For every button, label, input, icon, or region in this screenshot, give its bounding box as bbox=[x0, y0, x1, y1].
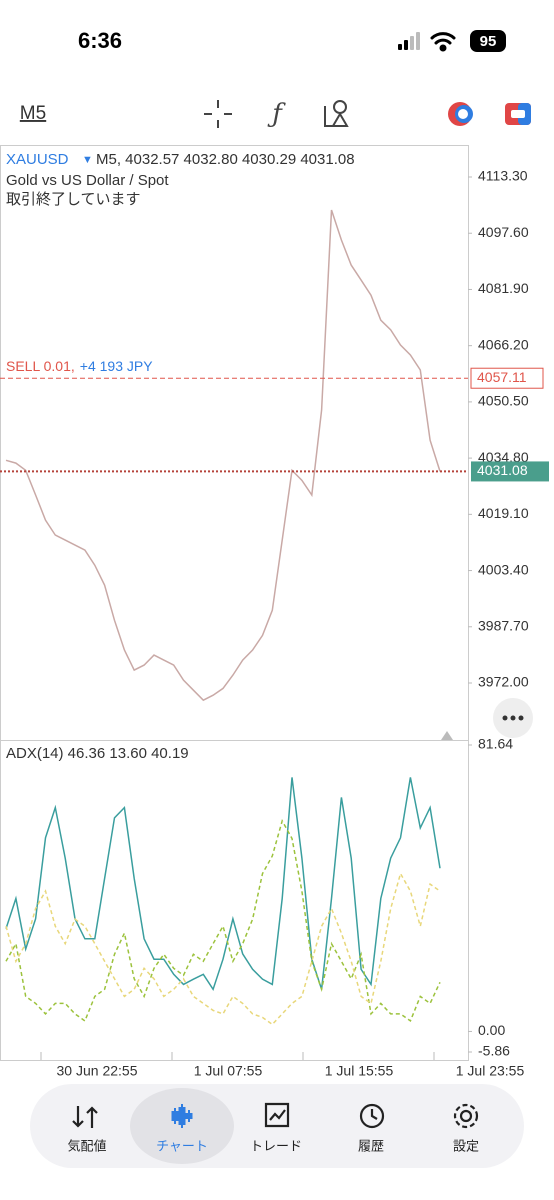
candle-body bbox=[178, 1107, 186, 1125]
position-price-box bbox=[470, 367, 544, 389]
position-label: SELL 0.01, bbox=[6, 358, 75, 374]
nav-label[interactable]: 設定 bbox=[453, 1138, 479, 1153]
more-dots bbox=[502, 715, 524, 721]
y-tick-label: -5.86 bbox=[478, 1043, 510, 1059]
nav-label[interactable]: チャート bbox=[156, 1138, 208, 1153]
y-tick-label: 0.00 bbox=[478, 1022, 505, 1038]
y-tick-label: 4019.10 bbox=[478, 505, 529, 521]
x-tick-label: 1 Jul 23:55 bbox=[456, 1063, 525, 1079]
clock: 6:36 bbox=[78, 28, 122, 53]
x-tick-label: 1 Jul 07:55 bbox=[194, 1063, 263, 1079]
chart-tab-icon bbox=[171, 1104, 193, 1128]
y-tick-label: 4113.30 bbox=[478, 168, 528, 184]
position-profit: +4 193 JPY bbox=[80, 358, 153, 374]
y-tick-label: 81.64 bbox=[478, 736, 513, 752]
y-tick-label: 4081.90 bbox=[478, 280, 529, 296]
quote: M5, 4032.57 4032.80 4030.29 4031.08 bbox=[96, 151, 355, 168]
scroll-marker bbox=[441, 731, 453, 740]
y-tick-label: 4097.60 bbox=[478, 224, 529, 240]
nav-label[interactable]: トレード bbox=[250, 1138, 302, 1153]
wifi-icon bbox=[430, 32, 456, 52]
candle-body bbox=[185, 1113, 193, 1119]
price-box bbox=[471, 461, 549, 482]
trade-button[interactable] bbox=[505, 103, 531, 125]
crosshair-button[interactable] bbox=[204, 100, 232, 128]
x-tick-label: 1 Jul 15:55 bbox=[325, 1063, 394, 1079]
market-status: 取引終了しています bbox=[6, 191, 141, 208]
objects-button[interactable] bbox=[324, 100, 349, 127]
series-line bbox=[5, 209, 441, 702]
battery bbox=[470, 30, 506, 52]
y-tick-label: 4066.20 bbox=[478, 336, 529, 352]
nav-icons bbox=[72, 1102, 479, 1129]
y-tick-label: 4034.80 bbox=[478, 449, 529, 465]
position-price: 4057.11 bbox=[477, 369, 527, 385]
description: Gold vs US Dollar / Spot bbox=[6, 172, 169, 189]
series-line bbox=[5, 818, 441, 1023]
nav-label[interactable]: 履歴 bbox=[358, 1138, 384, 1153]
symbol[interactable]: XAUUSD bbox=[6, 151, 69, 168]
indicator-title: ADX(14) 46.36 13.60 40.19 bbox=[6, 745, 189, 762]
y-tick-label: 3987.70 bbox=[478, 617, 529, 633]
price-label: 4031.08 bbox=[477, 462, 528, 478]
account-button[interactable] bbox=[448, 102, 473, 126]
x-tick-label: 30 Jun 22:55 bbox=[57, 1063, 138, 1079]
signal-icon bbox=[398, 32, 420, 50]
y-tick-label: 4003.40 bbox=[478, 561, 529, 577]
candle-body bbox=[171, 1111, 179, 1121]
indicators-button[interactable]: ƒ bbox=[267, 99, 286, 129]
timeframe-button[interactable]: M5 bbox=[20, 103, 46, 124]
chart-frame bbox=[0, 145, 469, 1061]
y-tick-label: 4050.50 bbox=[478, 393, 529, 409]
battery-level: 95 bbox=[480, 33, 497, 50]
series-line bbox=[5, 871, 441, 1026]
y-tick-label: 3972.00 bbox=[478, 674, 529, 690]
series-line bbox=[5, 777, 441, 992]
nav-label[interactable]: 気配値 bbox=[67, 1138, 106, 1153]
symbol-dropdown[interactable]: ▼ bbox=[82, 154, 93, 166]
